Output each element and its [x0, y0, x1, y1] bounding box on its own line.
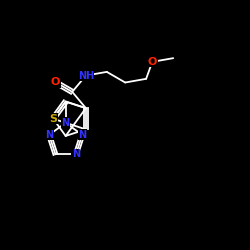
- Text: N: N: [78, 130, 86, 140]
- Text: N: N: [72, 149, 80, 159]
- Text: O: O: [148, 57, 157, 67]
- Text: N: N: [62, 118, 70, 128]
- Text: NH: NH: [78, 70, 94, 81]
- Text: N: N: [45, 130, 53, 140]
- Text: S: S: [49, 114, 57, 124]
- Text: O: O: [51, 77, 60, 87]
